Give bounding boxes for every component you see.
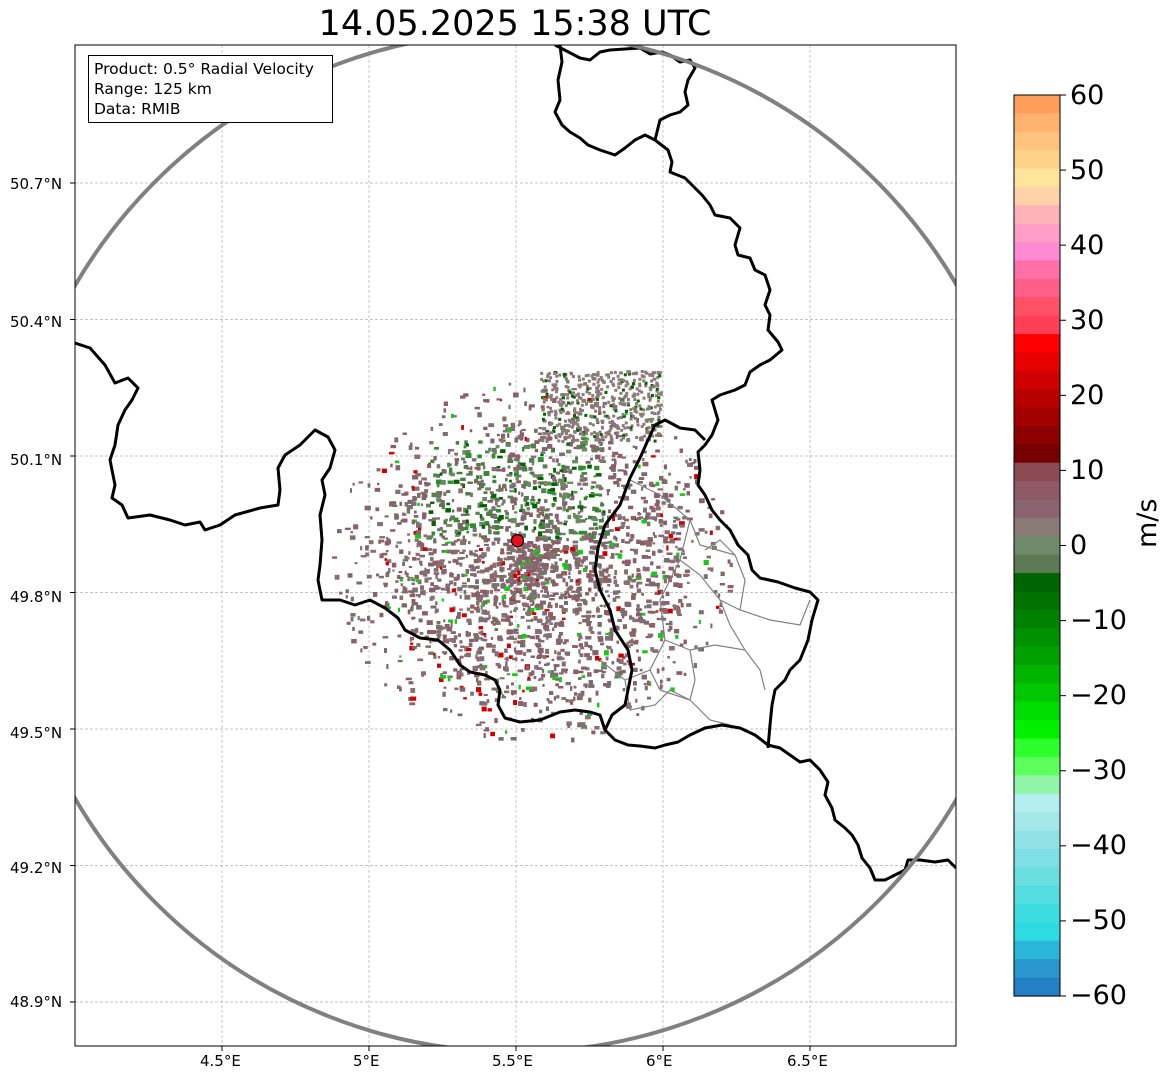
colorbar-swatch [1014,223,1060,243]
axis-ticks [70,182,811,1051]
colorbar-swatch [1014,573,1060,593]
colorbar-unit-label: m/s [1132,498,1163,548]
x-tick-label: 6.5°E [787,1052,828,1070]
radar-echoes [332,370,734,743]
colorbar-swatch [1014,370,1060,390]
x-tick-label: 5°E [353,1052,380,1070]
colorbar-swatch [1014,205,1060,225]
colorbar-swatch [1014,113,1060,133]
colorbar-tick-label: 10 [1070,455,1105,486]
colorbar-swatch [1014,425,1060,445]
colorbar-swatch [1014,242,1060,262]
colorbar-swatch [1014,885,1060,905]
colorbar-tick-label: −30 [1070,755,1127,786]
product-label: Product: 0.5° Radial Velocity [94,60,314,78]
colorbar-tick-label: −40 [1070,830,1127,861]
colorbar-tick-label: −50 [1070,905,1127,936]
x-tick-label: 5.5°E [492,1052,533,1070]
radar-site-marker [510,534,525,548]
colorbar-tick-label: −20 [1070,680,1127,711]
colorbar-swatch [1014,389,1060,409]
colorbar-swatch [1014,334,1060,354]
colorbar-swatch [1014,683,1060,703]
y-tick-label: 49.2°N [10,859,63,877]
colorbar-swatch [1014,517,1060,537]
graticule-grid [75,45,956,1046]
range-label: Range: 125 km [94,80,212,98]
colorbar-swatch [1014,959,1060,979]
colorbar-tick-label: 50 [1070,155,1105,186]
x-tick-label: 4.5°E [200,1052,241,1070]
colorbar-swatch [1014,628,1060,648]
colorbar-swatch [1014,738,1060,758]
colorbar-swatch [1014,775,1060,795]
colorbar-swatch [1014,904,1060,924]
colorbar-swatch [1014,756,1060,776]
colorbar-swatch [1014,793,1060,813]
colorbar-swatch [1014,131,1060,151]
colorbar-swatch [1014,609,1060,629]
colorbar-swatch [1014,812,1060,832]
colorbar-swatch [1014,720,1060,740]
colorbar-swatch [1014,701,1060,721]
colorbar-tick-label: 60 [1070,80,1105,111]
colorbar-scale [1014,95,1060,997]
colorbar-tick-label: −10 [1070,605,1127,636]
colorbar-swatch [1014,922,1060,942]
colorbar-tick-label: 20 [1070,380,1105,411]
colorbar-swatch [1014,591,1060,611]
colorbar-swatch [1014,499,1060,519]
colorbar-ticks [1060,94,1066,997]
colorbar-swatch [1014,444,1060,464]
admin-borders [599,479,811,726]
colorbar-tick-label: 40 [1070,230,1105,261]
colorbar-swatch [1014,554,1060,574]
map-title: 14.05.2025 15:38 UTC [318,4,712,44]
y-tick-label: 48.9°N [10,993,63,1011]
data-source-label: Data: RMIB [94,100,181,118]
colorbar-swatch [1014,536,1060,556]
colorbar-swatch [1014,352,1060,372]
colorbar-swatch [1014,95,1060,114]
y-tick-label: 50.1°N [10,451,63,469]
colorbar-swatch [1014,260,1060,280]
x-tick-label: 6°E [646,1052,673,1070]
colorbar-swatch [1014,646,1060,666]
colorbar-swatch [1014,168,1060,188]
colorbar-swatch [1014,186,1060,206]
product-info-box: Product: 0.5° Radial Velocity Range: 125… [88,55,333,123]
colorbar-swatch [1014,848,1060,868]
national-borders [75,45,956,882]
colorbar-swatch [1014,867,1060,887]
colorbar-swatch [1014,830,1060,850]
colorbar-swatch [1014,150,1060,170]
colorbar-swatch [1014,481,1060,501]
colorbar-tick-label: −60 [1070,980,1127,1011]
colorbar-tick-label: 30 [1070,305,1105,336]
colorbar-swatch [1014,278,1060,298]
colorbar-swatch [1014,665,1060,685]
colorbar-swatch [1014,977,1060,997]
y-tick-label: 49.8°N [10,588,63,606]
colorbar-swatch [1014,407,1060,427]
colorbar-tick-label: 0 [1070,530,1088,561]
colorbar-swatch [1014,315,1060,335]
y-tick-label: 49.5°N [10,724,63,742]
colorbar-swatch [1014,462,1060,482]
colorbar-swatch [1014,297,1060,317]
colorbar-swatch [1014,940,1060,960]
y-tick-label: 50.4°N [10,313,63,331]
y-tick-label: 50.7°N [10,175,63,193]
